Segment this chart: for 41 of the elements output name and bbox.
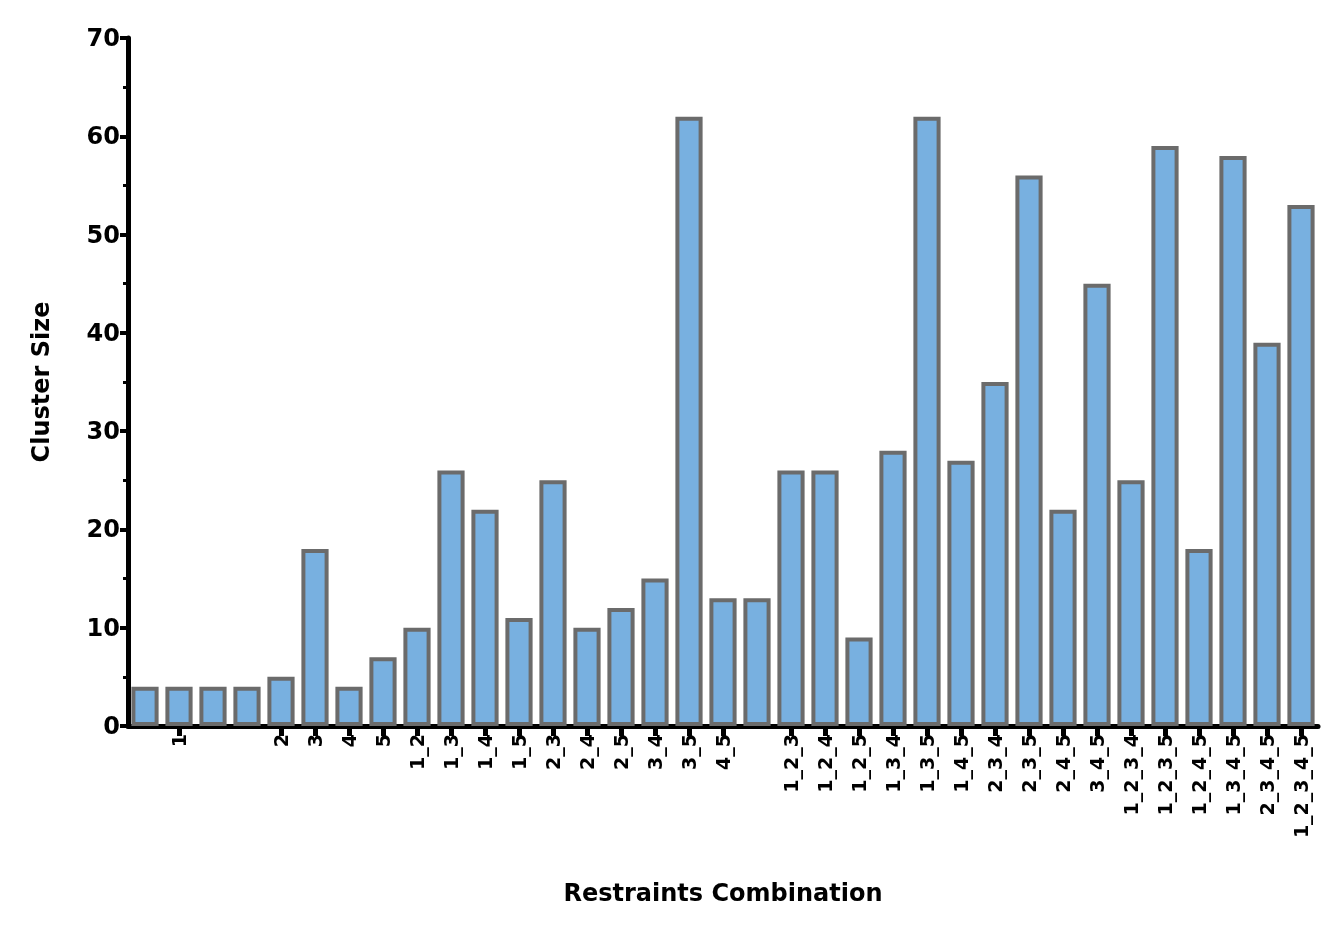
- x-tick-label: 1_2: [406, 734, 429, 770]
- x-tick-label: 2_3: [542, 734, 565, 770]
- x-tick-label: 1_3_4_5: [1222, 734, 1245, 816]
- y-tick-label: 40: [86, 318, 120, 347]
- y-tick-label: 10: [86, 613, 120, 642]
- y-axis-title: Cluster Size: [27, 301, 55, 463]
- y-tick-label: 0: [103, 712, 120, 740]
- x-tick-label: 1: [168, 734, 190, 748]
- x-tick-label: 2_4_5: [1052, 734, 1075, 793]
- x-tick-label: 4_5: [712, 734, 735, 770]
- x-tick-label: 1_4_5: [950, 734, 973, 793]
- x-tick-label: 1_4: [474, 734, 497, 770]
- x-tick-label: 1_3: [440, 734, 463, 770]
- x-tick-label: 1_2_5: [848, 734, 871, 793]
- x-tick-label: 1_2_4: [814, 734, 837, 793]
- x-tick-label: 3_4_5: [1086, 734, 1109, 793]
- x-tick-label: 3_4: [644, 734, 667, 770]
- y-tick-label: 70: [86, 24, 120, 52]
- y-tick-label: 20: [86, 515, 120, 544]
- x-tick-label: 2_3_5: [1018, 734, 1041, 793]
- x-tick-label: 1_3_4: [882, 734, 905, 793]
- x-tick-label: 5: [372, 734, 394, 748]
- x-tick-label: 1_5: [508, 734, 531, 770]
- y-tick-label: 60: [86, 122, 120, 151]
- x-tick-label: 1_2_3: [780, 734, 803, 793]
- x-tick-label: 2_3_4: [984, 734, 1007, 793]
- x-tick-label: 1_2_3_5: [1154, 734, 1177, 816]
- x-tick-label: 1_2_3_4_5: [1290, 734, 1313, 839]
- x-tick-label: 2_4: [576, 734, 599, 770]
- x-tick-label: 2_5: [610, 734, 633, 770]
- y-tick-label: 50: [86, 220, 120, 249]
- x-tick-label: 1_2_4_5: [1188, 734, 1211, 816]
- x-tick-label: 2: [270, 734, 292, 748]
- y-tick-label: 30: [86, 417, 120, 446]
- x-tick-label: 1_3_5: [916, 734, 939, 793]
- x-tick-label: 3_5: [678, 734, 701, 770]
- x-tick-label: 1_2_3_4: [1120, 734, 1143, 816]
- x-tick-label: 3: [304, 734, 326, 748]
- x-tick-label: 4: [338, 734, 360, 748]
- x-axis-title: Restraints Combination: [563, 879, 883, 907]
- x-tick-label: 2_3_4_5: [1256, 734, 1279, 816]
